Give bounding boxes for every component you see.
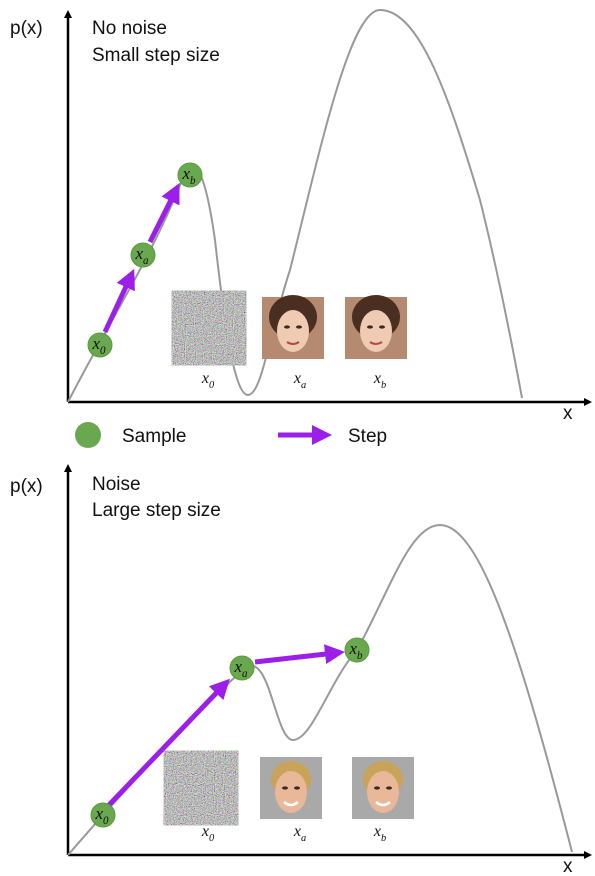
sample-marker [90,802,116,828]
label-subscript: a [143,255,149,267]
label-subscript: b [190,175,196,187]
label-base: x [201,823,209,840]
title-line: Noise [92,474,141,495]
panel-1: p(x) x No noise Small step size x0xaxbx0… [10,8,592,424]
title-line: Large step size [92,500,221,521]
label-subscript: 0 [103,815,109,827]
noise-image [178,297,240,359]
legend-sample: Sample [122,426,186,447]
sample-label: xa [233,657,248,680]
image-caption: xb [373,823,386,844]
x-axis-label: x [563,856,573,876]
face-image [350,755,416,821]
legend: Sample Step [75,422,387,448]
label-subscript: a [301,380,306,391]
step-arrow [254,644,345,665]
label-subscript: a [301,833,306,844]
sample-marker [344,637,370,663]
sample-label: xb [348,639,363,662]
title-line: Small step size [92,45,220,66]
label-subscript: b [381,380,386,391]
x-axis-label: x [563,403,573,424]
label-subscript: 0 [100,345,106,357]
face-image [344,294,408,360]
sample-marker [229,655,255,681]
label-base: x [348,639,357,658]
image-caption: x0 [201,370,215,391]
label-base: x [293,370,301,387]
face-image [258,755,324,821]
image-caption: xb [373,370,386,391]
label-subscript: b [381,833,386,844]
sample-label: xb [181,164,196,187]
label-base: x [373,370,381,387]
step-arrow [147,183,180,244]
sample-label: xa [134,244,149,267]
label-base: x [201,370,209,387]
image-caption: xa [293,370,306,391]
label-subscript: a [242,668,248,680]
label-base: x [181,164,190,183]
y-axis-label: p(x) [10,18,43,39]
sample-marker [87,332,113,358]
legend-sample-marker [75,422,101,448]
label-base: x [233,657,242,676]
noise-image [170,757,232,819]
step-arrow [106,678,230,808]
label-base: x [134,244,143,263]
sample-marker [130,242,156,268]
label-base: x [293,823,301,840]
label-subscript: 0 [209,833,215,844]
label-base: x [91,334,100,353]
label-subscript: 0 [209,380,215,391]
image-caption: xa [293,823,306,844]
label-base: x [94,804,103,823]
title-line: No noise [92,18,167,39]
face-image [261,294,325,360]
sample-marker [177,162,203,188]
y-axis-label: p(x) [10,476,43,497]
label-subscript: b [357,650,363,662]
label-base: x [373,823,381,840]
sample-label: x0 [91,334,106,357]
sample-label: x0 [94,804,109,827]
step-arrow [102,268,135,334]
image-caption: x0 [201,823,215,844]
legend-step: Step [348,426,387,447]
